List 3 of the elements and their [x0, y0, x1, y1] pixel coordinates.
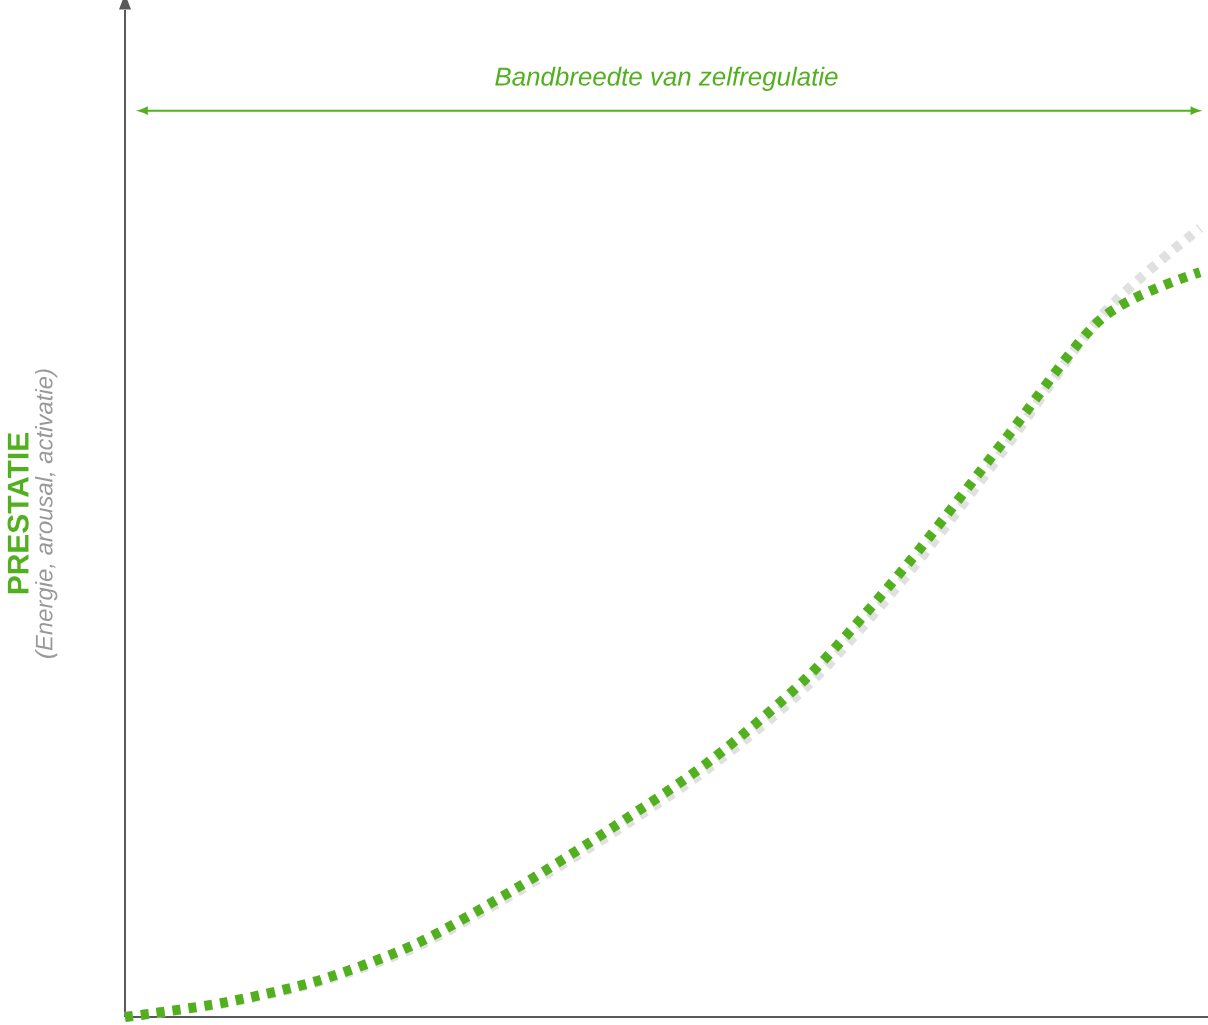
text: Bandbreedte van zelfregulatie — [495, 66, 838, 91]
text: (Energie, arousal, activatie) — [35, 369, 58, 658]
y-axis-title: PRESTATIE — [7, 433, 29, 594]
